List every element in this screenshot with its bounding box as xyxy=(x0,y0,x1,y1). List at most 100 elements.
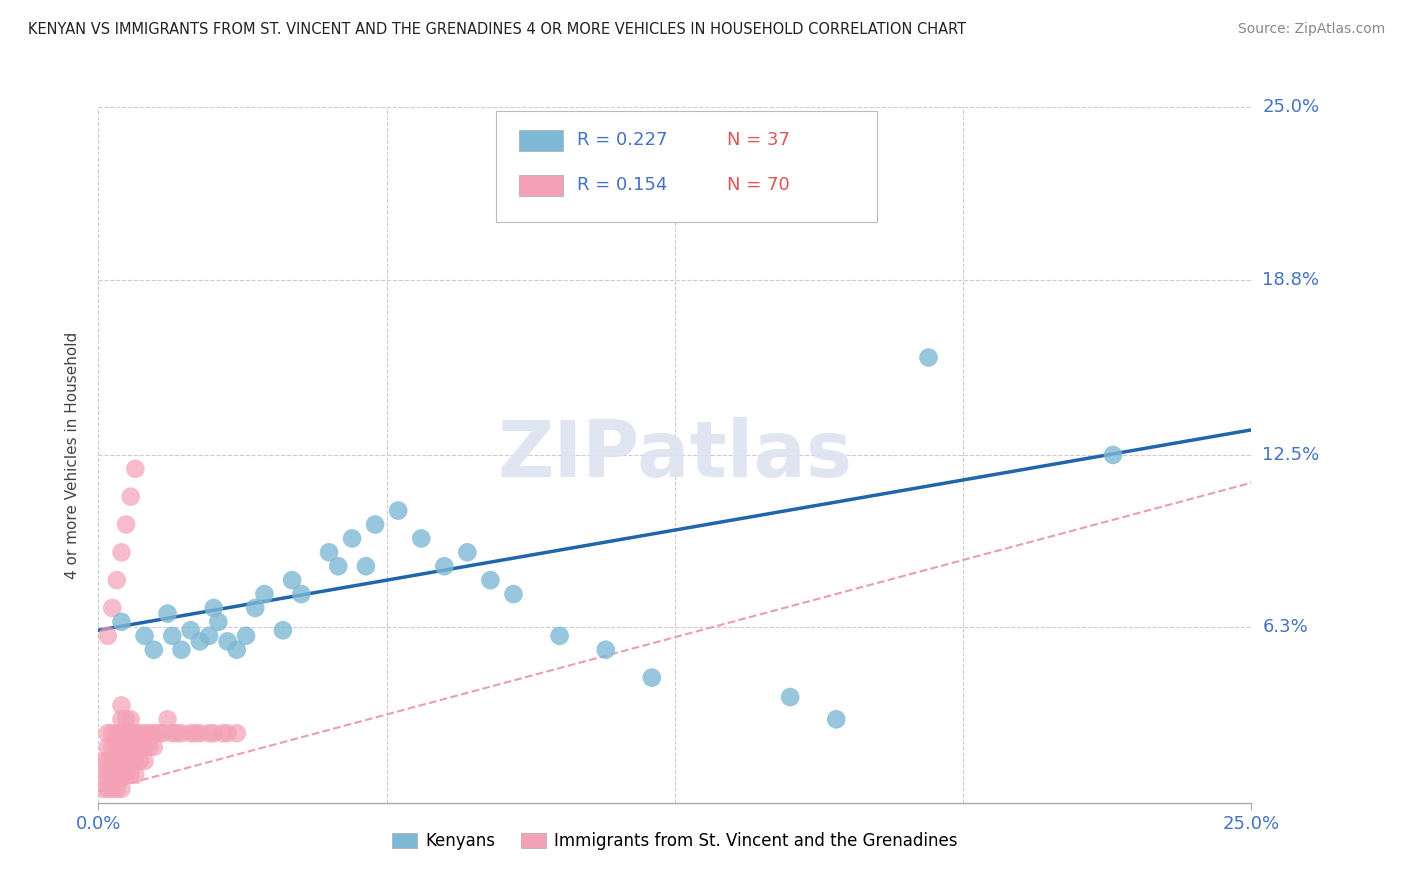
Point xyxy=(124,754,146,768)
Point xyxy=(120,726,142,740)
Point xyxy=(91,754,114,768)
Text: N = 70: N = 70 xyxy=(727,176,790,194)
Point xyxy=(105,781,128,796)
Point xyxy=(124,740,146,755)
Point xyxy=(184,726,207,740)
Legend: Kenyans, Immigrants from St. Vincent and the Grenadines: Kenyans, Immigrants from St. Vincent and… xyxy=(385,826,965,857)
Point xyxy=(97,781,120,796)
Point xyxy=(101,726,124,740)
Point xyxy=(271,624,294,638)
Point xyxy=(180,726,202,740)
Point xyxy=(170,726,193,740)
Point xyxy=(779,690,801,704)
Point xyxy=(188,634,211,648)
Text: KENYAN VS IMMIGRANTS FROM ST. VINCENT AND THE GRENADINES 4 OR MORE VEHICLES IN H: KENYAN VS IMMIGRANTS FROM ST. VINCENT AN… xyxy=(28,22,966,37)
Point xyxy=(120,740,142,755)
Text: ZIPatlas: ZIPatlas xyxy=(498,417,852,493)
Point xyxy=(225,642,247,657)
Y-axis label: 4 or more Vehicles in Household: 4 or more Vehicles in Household xyxy=(65,331,80,579)
Point xyxy=(198,726,221,740)
Text: N = 37: N = 37 xyxy=(727,131,790,149)
Point xyxy=(212,726,235,740)
Point xyxy=(120,712,142,726)
Point xyxy=(105,740,128,755)
FancyBboxPatch shape xyxy=(519,175,562,196)
Point xyxy=(188,726,211,740)
Point xyxy=(110,726,132,740)
Point xyxy=(105,726,128,740)
Point xyxy=(115,740,138,755)
FancyBboxPatch shape xyxy=(519,130,562,151)
FancyBboxPatch shape xyxy=(496,111,877,222)
Point xyxy=(318,545,340,559)
Point xyxy=(110,615,132,629)
Point xyxy=(97,629,120,643)
Point xyxy=(115,726,138,740)
Point xyxy=(1102,448,1125,462)
Point xyxy=(456,545,478,559)
Point xyxy=(207,615,229,629)
Point xyxy=(235,629,257,643)
Point xyxy=(115,754,138,768)
Point xyxy=(101,754,124,768)
Point xyxy=(97,768,120,782)
Point xyxy=(152,726,174,740)
Point xyxy=(595,642,617,657)
Point xyxy=(138,740,160,755)
Point xyxy=(253,587,276,601)
Point xyxy=(502,587,524,601)
Point xyxy=(91,768,114,782)
Point xyxy=(101,768,124,782)
Text: 25.0%: 25.0% xyxy=(1263,98,1320,116)
Point xyxy=(548,629,571,643)
Point xyxy=(138,726,160,740)
Point xyxy=(110,740,132,755)
Point xyxy=(110,768,132,782)
Point xyxy=(110,698,132,713)
Point xyxy=(142,642,165,657)
Point xyxy=(217,634,239,648)
Point xyxy=(97,726,120,740)
Point xyxy=(148,726,170,740)
Point xyxy=(225,726,247,740)
Point xyxy=(110,781,132,796)
Point xyxy=(101,601,124,615)
Point xyxy=(115,517,138,532)
Point xyxy=(387,503,409,517)
Text: 6.3%: 6.3% xyxy=(1263,618,1308,637)
Point xyxy=(245,601,267,615)
Point xyxy=(124,726,146,740)
Point xyxy=(180,624,202,638)
Point xyxy=(917,351,939,365)
Point xyxy=(115,712,138,726)
Point xyxy=(156,607,179,621)
Text: R = 0.154: R = 0.154 xyxy=(576,176,668,194)
Point xyxy=(202,601,225,615)
Point xyxy=(825,712,848,726)
Point xyxy=(134,629,156,643)
Point xyxy=(340,532,363,546)
Point xyxy=(166,726,188,740)
Point xyxy=(198,629,221,643)
Point xyxy=(217,726,239,740)
Point xyxy=(142,726,165,740)
Point xyxy=(170,642,193,657)
Point xyxy=(202,726,225,740)
Text: 18.8%: 18.8% xyxy=(1263,270,1319,289)
Point xyxy=(479,573,502,587)
Point xyxy=(134,726,156,740)
Point xyxy=(97,740,120,755)
Point xyxy=(97,754,120,768)
Point xyxy=(105,754,128,768)
Point xyxy=(110,545,132,559)
Point xyxy=(160,629,183,643)
Point xyxy=(124,768,146,782)
Point xyxy=(354,559,377,574)
Point xyxy=(101,740,124,755)
Text: 12.5%: 12.5% xyxy=(1263,446,1320,464)
Point xyxy=(641,671,664,685)
Point xyxy=(120,490,142,504)
Point xyxy=(120,768,142,782)
Point xyxy=(160,726,183,740)
Text: Source: ZipAtlas.com: Source: ZipAtlas.com xyxy=(1237,22,1385,37)
